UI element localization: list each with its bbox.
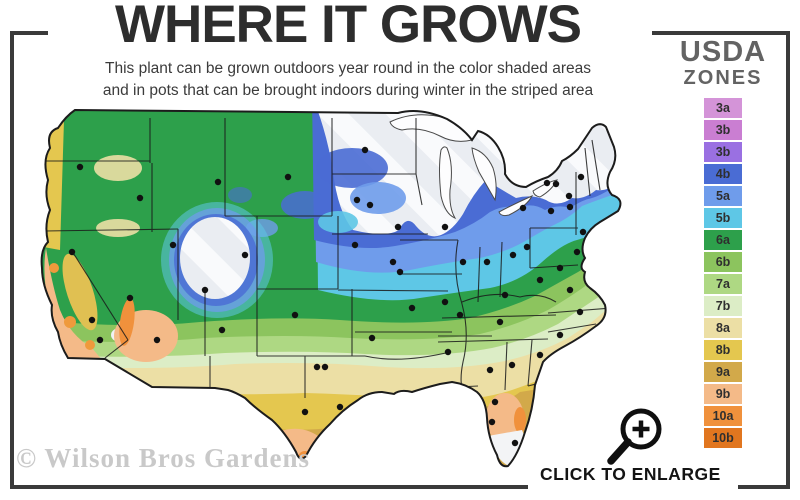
- watermark: © Wilson Bros Gardens: [16, 443, 310, 473]
- page-title: WHERE IT GROWS: [115, 0, 582, 54]
- us-outline: [40, 108, 622, 468]
- zone-chip-4b: 4b: [704, 164, 742, 184]
- magnifier-plus-icon[interactable]: [604, 404, 666, 470]
- zone-chip-7b: 7b: [704, 296, 742, 316]
- frame-border-left: [10, 31, 14, 489]
- state-borders: [44, 118, 613, 401]
- zone-chip-10b: 10b: [704, 428, 742, 448]
- zone-chip-7a: 7a: [704, 274, 742, 294]
- frame-border-bottom-left: [10, 485, 528, 489]
- zone-chip-9b: 9b: [704, 384, 742, 404]
- subtitle-line-2: and in pots that can be brought indoors …: [102, 81, 594, 99]
- zone-chip-3b: 3b: [704, 142, 742, 162]
- legend-title-zones: ZONES: [683, 67, 763, 89]
- zone-chip-6a: 6a: [704, 230, 742, 250]
- usda-zones-legend: USDA ZONES 3a 3b 3b 4b 5a 5b 6a 6b 7a 7b 8a 8b 9a 9b 1…: [656, 38, 790, 450]
- zone-chip-8a: 8a: [704, 318, 742, 338]
- zone-chip-10a: 10a: [704, 406, 742, 426]
- mountain-zone-patches: [161, 148, 406, 318]
- zone-chip-9a: 9a: [704, 362, 742, 382]
- legend-title-usda: USDA: [679, 36, 767, 68]
- frame-border-top-left: [10, 31, 48, 35]
- frame-border-top-right: [652, 31, 790, 35]
- zone-chip-6b: 6b: [704, 252, 742, 272]
- zone-chip-3b: 3b: [704, 120, 742, 140]
- usda-zone-list: 3a 3b 3b 4b 5a 5b 6a 6b 7a 7b 8a 8b 9a 9b 10a 10b: [656, 98, 790, 448]
- zone-chip-5b: 5b: [704, 208, 742, 228]
- click-to-enlarge-button[interactable]: CLICK TO ENLARGE: [540, 464, 721, 484]
- frame-border-right: [786, 31, 790, 489]
- city-dots: [68, 146, 587, 447]
- zone-chip-5a: 5a: [704, 186, 742, 206]
- zone-chip-8b: 8b: [704, 340, 742, 360]
- subtitle: This plant can be grown outdoors year ro…: [28, 58, 668, 101]
- frame-border-bottom-right: [738, 485, 790, 489]
- subtitle-line-1: This plant can be grown outdoors year ro…: [105, 60, 591, 77]
- zone-chip-3a: 3a: [704, 98, 742, 118]
